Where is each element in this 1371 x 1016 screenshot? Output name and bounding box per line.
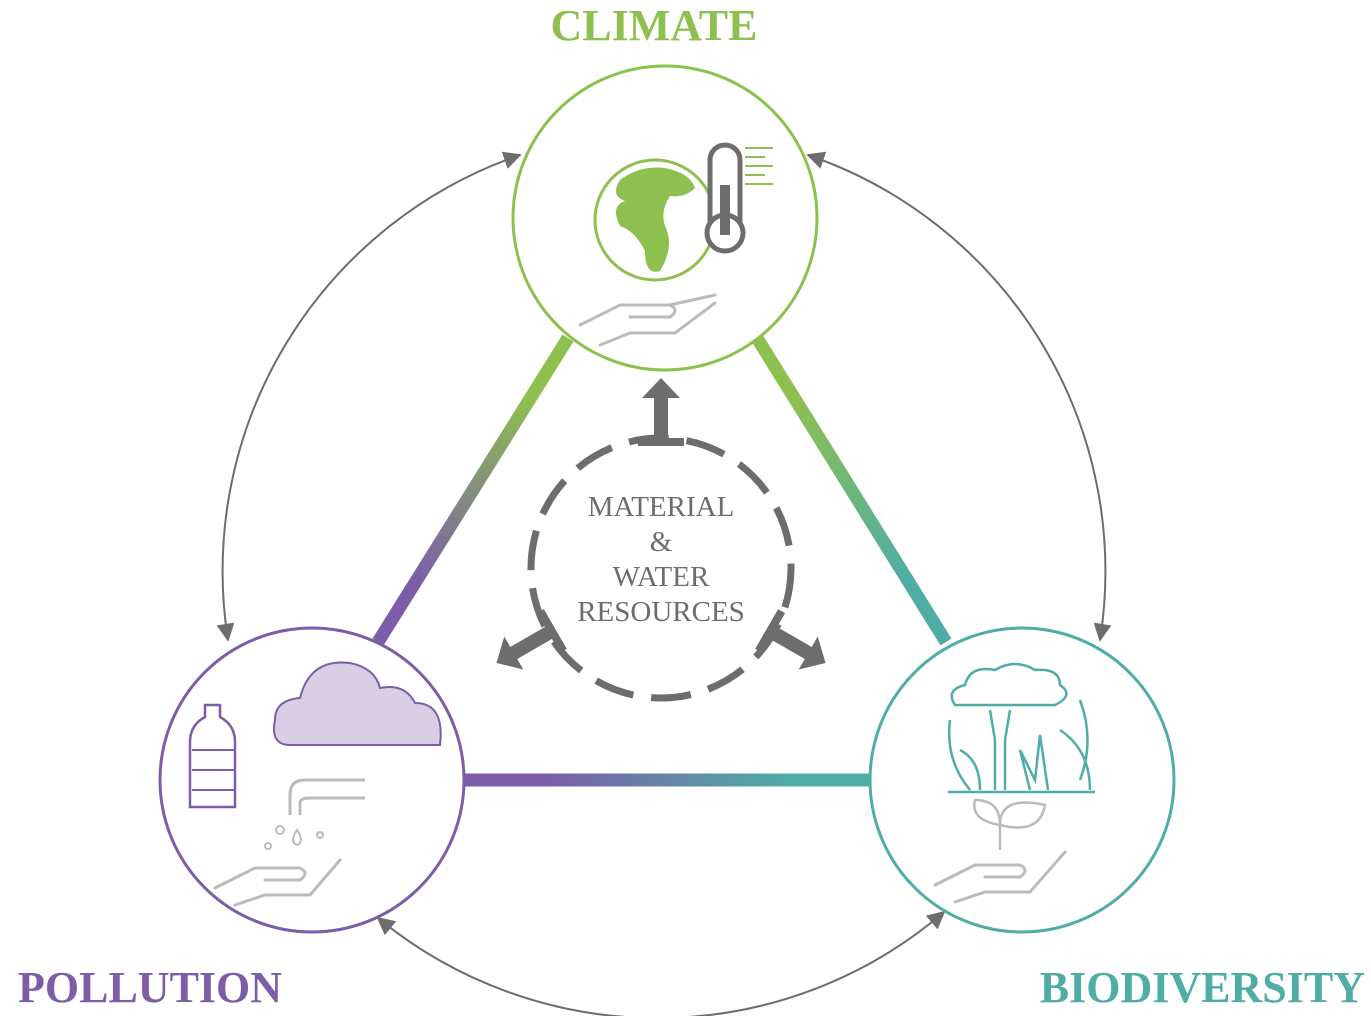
biodiversity-label: BIODIVERSITY — [1040, 963, 1365, 1012]
pollution-label: POLLUTION — [18, 963, 282, 1012]
diagram: MATERIAL & WATER RESOURCES CLIMATE POLLU… — [0, 0, 1371, 1016]
climate-label: CLIMATE — [551, 1, 758, 50]
center-text: WATER — [613, 561, 710, 593]
climate-circle — [513, 66, 817, 370]
biodiversity-circle — [870, 628, 1174, 932]
center-text: RESOURCES — [577, 596, 745, 628]
center-text: & — [650, 526, 673, 558]
center-text: MATERIAL — [588, 491, 735, 523]
